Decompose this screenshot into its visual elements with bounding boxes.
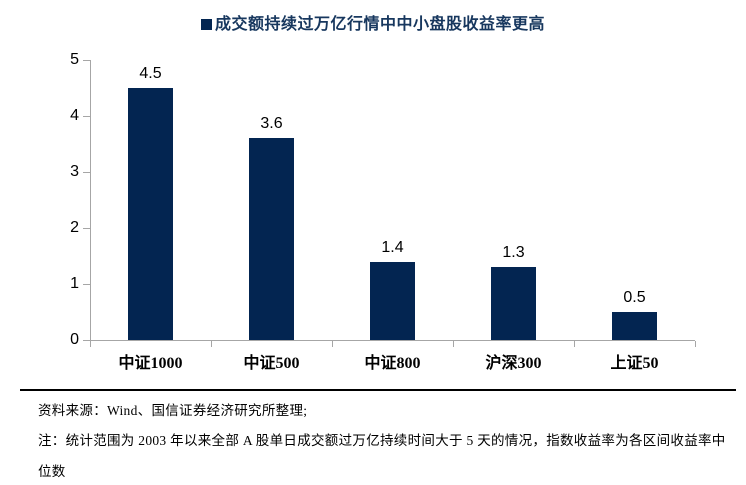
x-axis-category-label: 沪深300: [485, 355, 542, 372]
y-axis-tick-label: 2: [70, 219, 79, 236]
y-axis-tick-label: 3: [70, 163, 79, 180]
x-axis-category-label: 中证1000: [118, 355, 183, 372]
legend-marker-icon: [200, 19, 212, 30]
source-text: 资料来源：Wind、国信证券经济研究所整理;: [38, 403, 308, 418]
footer-divider: [20, 389, 736, 391]
y-axis-tick-label: 1: [70, 275, 79, 292]
y-axis-line: [90, 60, 91, 340]
bar: [128, 88, 173, 340]
bar: [370, 261, 415, 340]
y-axis-tick-label: 4: [70, 107, 79, 124]
x-axis-tick: [211, 341, 212, 347]
bar: [612, 312, 657, 340]
note-text: 注：统计范围为 2003 年以来全部 A 股单日成交额过万亿持续时间大于 5 天…: [38, 433, 726, 479]
x-axis-tick: [574, 341, 575, 347]
bar: [491, 267, 536, 340]
x-axis-tick: [695, 341, 696, 347]
bar: [249, 138, 294, 340]
x-axis-category-label: 中证800: [364, 355, 421, 372]
x-axis-category-label: 中证500: [243, 355, 300, 372]
y-axis-tick: [83, 172, 90, 173]
bar-value-label: 4.5: [139, 65, 162, 82]
y-axis-tick-label: 5: [70, 51, 79, 68]
x-axis-tick: [90, 341, 91, 347]
x-axis-tick: [453, 341, 454, 347]
y-axis-tick: [83, 228, 90, 229]
y-axis-tick: [83, 284, 90, 285]
bar-value-label: 0.5: [623, 289, 646, 306]
y-axis-tick: [83, 116, 90, 117]
bar-value-label: 3.6: [260, 115, 283, 133]
x-axis-tick: [332, 341, 333, 347]
bar-value-label: 1.3: [502, 244, 525, 262]
x-axis-line: [90, 340, 695, 341]
bar-value-label: 1.4: [381, 238, 404, 256]
chart-legend: 成交额持续过万亿行情中中小盘股收益率更高: [0, 10, 746, 34]
y-axis-tick: [83, 60, 90, 61]
y-axis-tick: [83, 340, 90, 341]
y-axis-tick-label: 0: [70, 331, 79, 348]
x-axis-category-label: 上证50: [610, 355, 659, 372]
legend-label: 成交额持续过万亿行情中中小盘股收益率更高: [214, 16, 545, 33]
